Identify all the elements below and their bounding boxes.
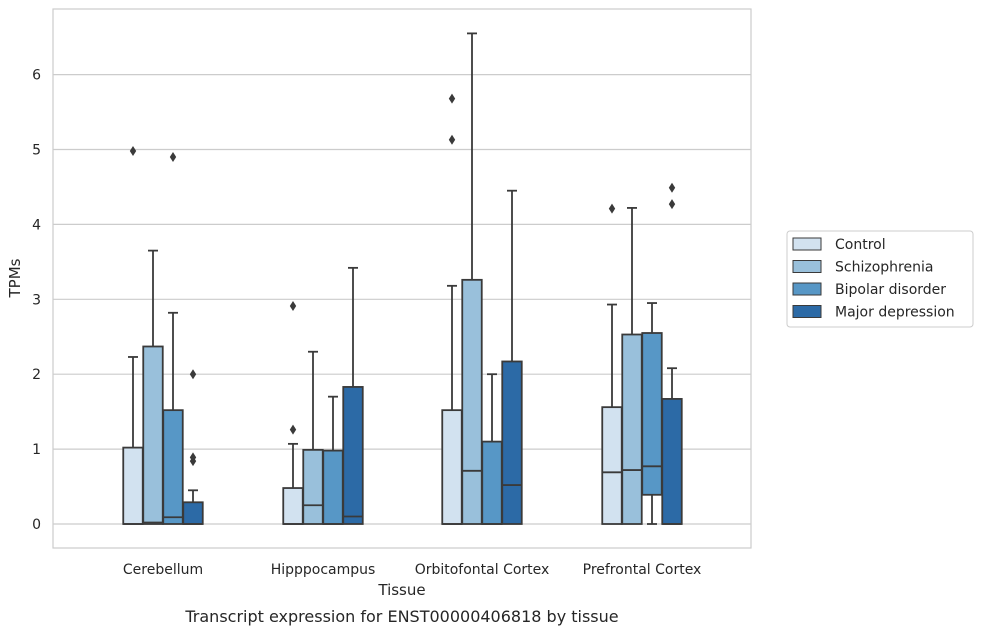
outlier-point [169,151,177,162]
box-major-depression [342,266,364,525]
legend-swatch [792,237,822,251]
legend-swatch [792,305,822,318]
box-body [601,406,623,525]
box-major-depression [661,182,683,525]
outlier-point [189,452,197,463]
outlier-point [448,93,456,104]
y-tick-label: 2 [32,367,41,383]
box-bipolar-disorder [481,373,503,525]
x-tick-label: Prefrontal Cortex [583,562,702,578]
y-tick-label: 3 [32,292,41,308]
legend: Control Schizophrenia Bipolar disorder Majo… [786,230,974,328]
y-axis-ticks: 0 1 2 3 4 5 6 [32,68,41,533]
y-axis-label: TPMs [6,258,24,298]
legend-label: Bipolar disorder [835,282,946,298]
box-body [282,487,304,525]
y-tick-label: 4 [32,217,41,233]
box-body [481,440,503,525]
box-body [641,332,663,496]
x-axis-ticks: Cerebellum Hipppocampus Orbitofontal Corte… [123,562,701,578]
box-body [621,333,643,525]
outlier-point [289,301,297,312]
box-schizophrenia [461,32,483,525]
box-bipolar-disorder [162,151,184,525]
y-tick-label: 0 [32,517,41,533]
outlier-point [189,369,197,380]
y-tick-label: 5 [32,143,41,159]
box-body [342,386,364,525]
box-body [302,448,324,525]
box-body [661,398,683,525]
y-tick-label: 1 [32,442,41,458]
box-body [162,409,184,525]
box-body [142,345,164,525]
x-tick-label: Hipppocampus [271,562,376,578]
outlier-point [668,199,676,210]
box-bipolar-disorder [322,395,344,525]
outlier-point [668,182,676,193]
box-schizophrenia [621,207,643,525]
y-tick-label: 6 [32,68,41,84]
plot-area-frame [52,8,752,549]
legend-label: Control [835,237,886,253]
outlier-point [608,203,616,214]
box-schizophrenia [142,249,164,525]
legend-label: Schizophrenia [835,260,933,276]
outlier-point [129,145,137,156]
legend-frame [786,230,974,328]
legend-swatch [792,282,822,296]
box-body [122,446,144,525]
box-body [461,278,483,525]
x-axis-label: Tissue [377,581,425,599]
x-tick-label: Cerebellum [123,562,203,578]
outlier-point [448,134,456,145]
box-bipolar-disorder [641,302,663,525]
legend-label: Major depression [835,305,955,321]
box-control [122,145,144,525]
box-body [182,501,204,525]
box-schizophrenia [302,350,324,525]
box-major-depression [501,189,523,525]
box-control [601,203,623,525]
box-control [282,301,304,525]
box-body [322,449,344,525]
outlier-point [289,424,297,435]
box-major-depression [182,369,204,525]
box-control [441,93,463,525]
figure-caption: Transcript expression for ENST0000040681… [184,607,618,626]
box-body [441,409,463,525]
boxes [122,32,683,525]
x-tick-label: Orbitofontal Cortex [415,562,550,578]
box-body [501,360,523,525]
legend-swatch [792,260,822,273]
